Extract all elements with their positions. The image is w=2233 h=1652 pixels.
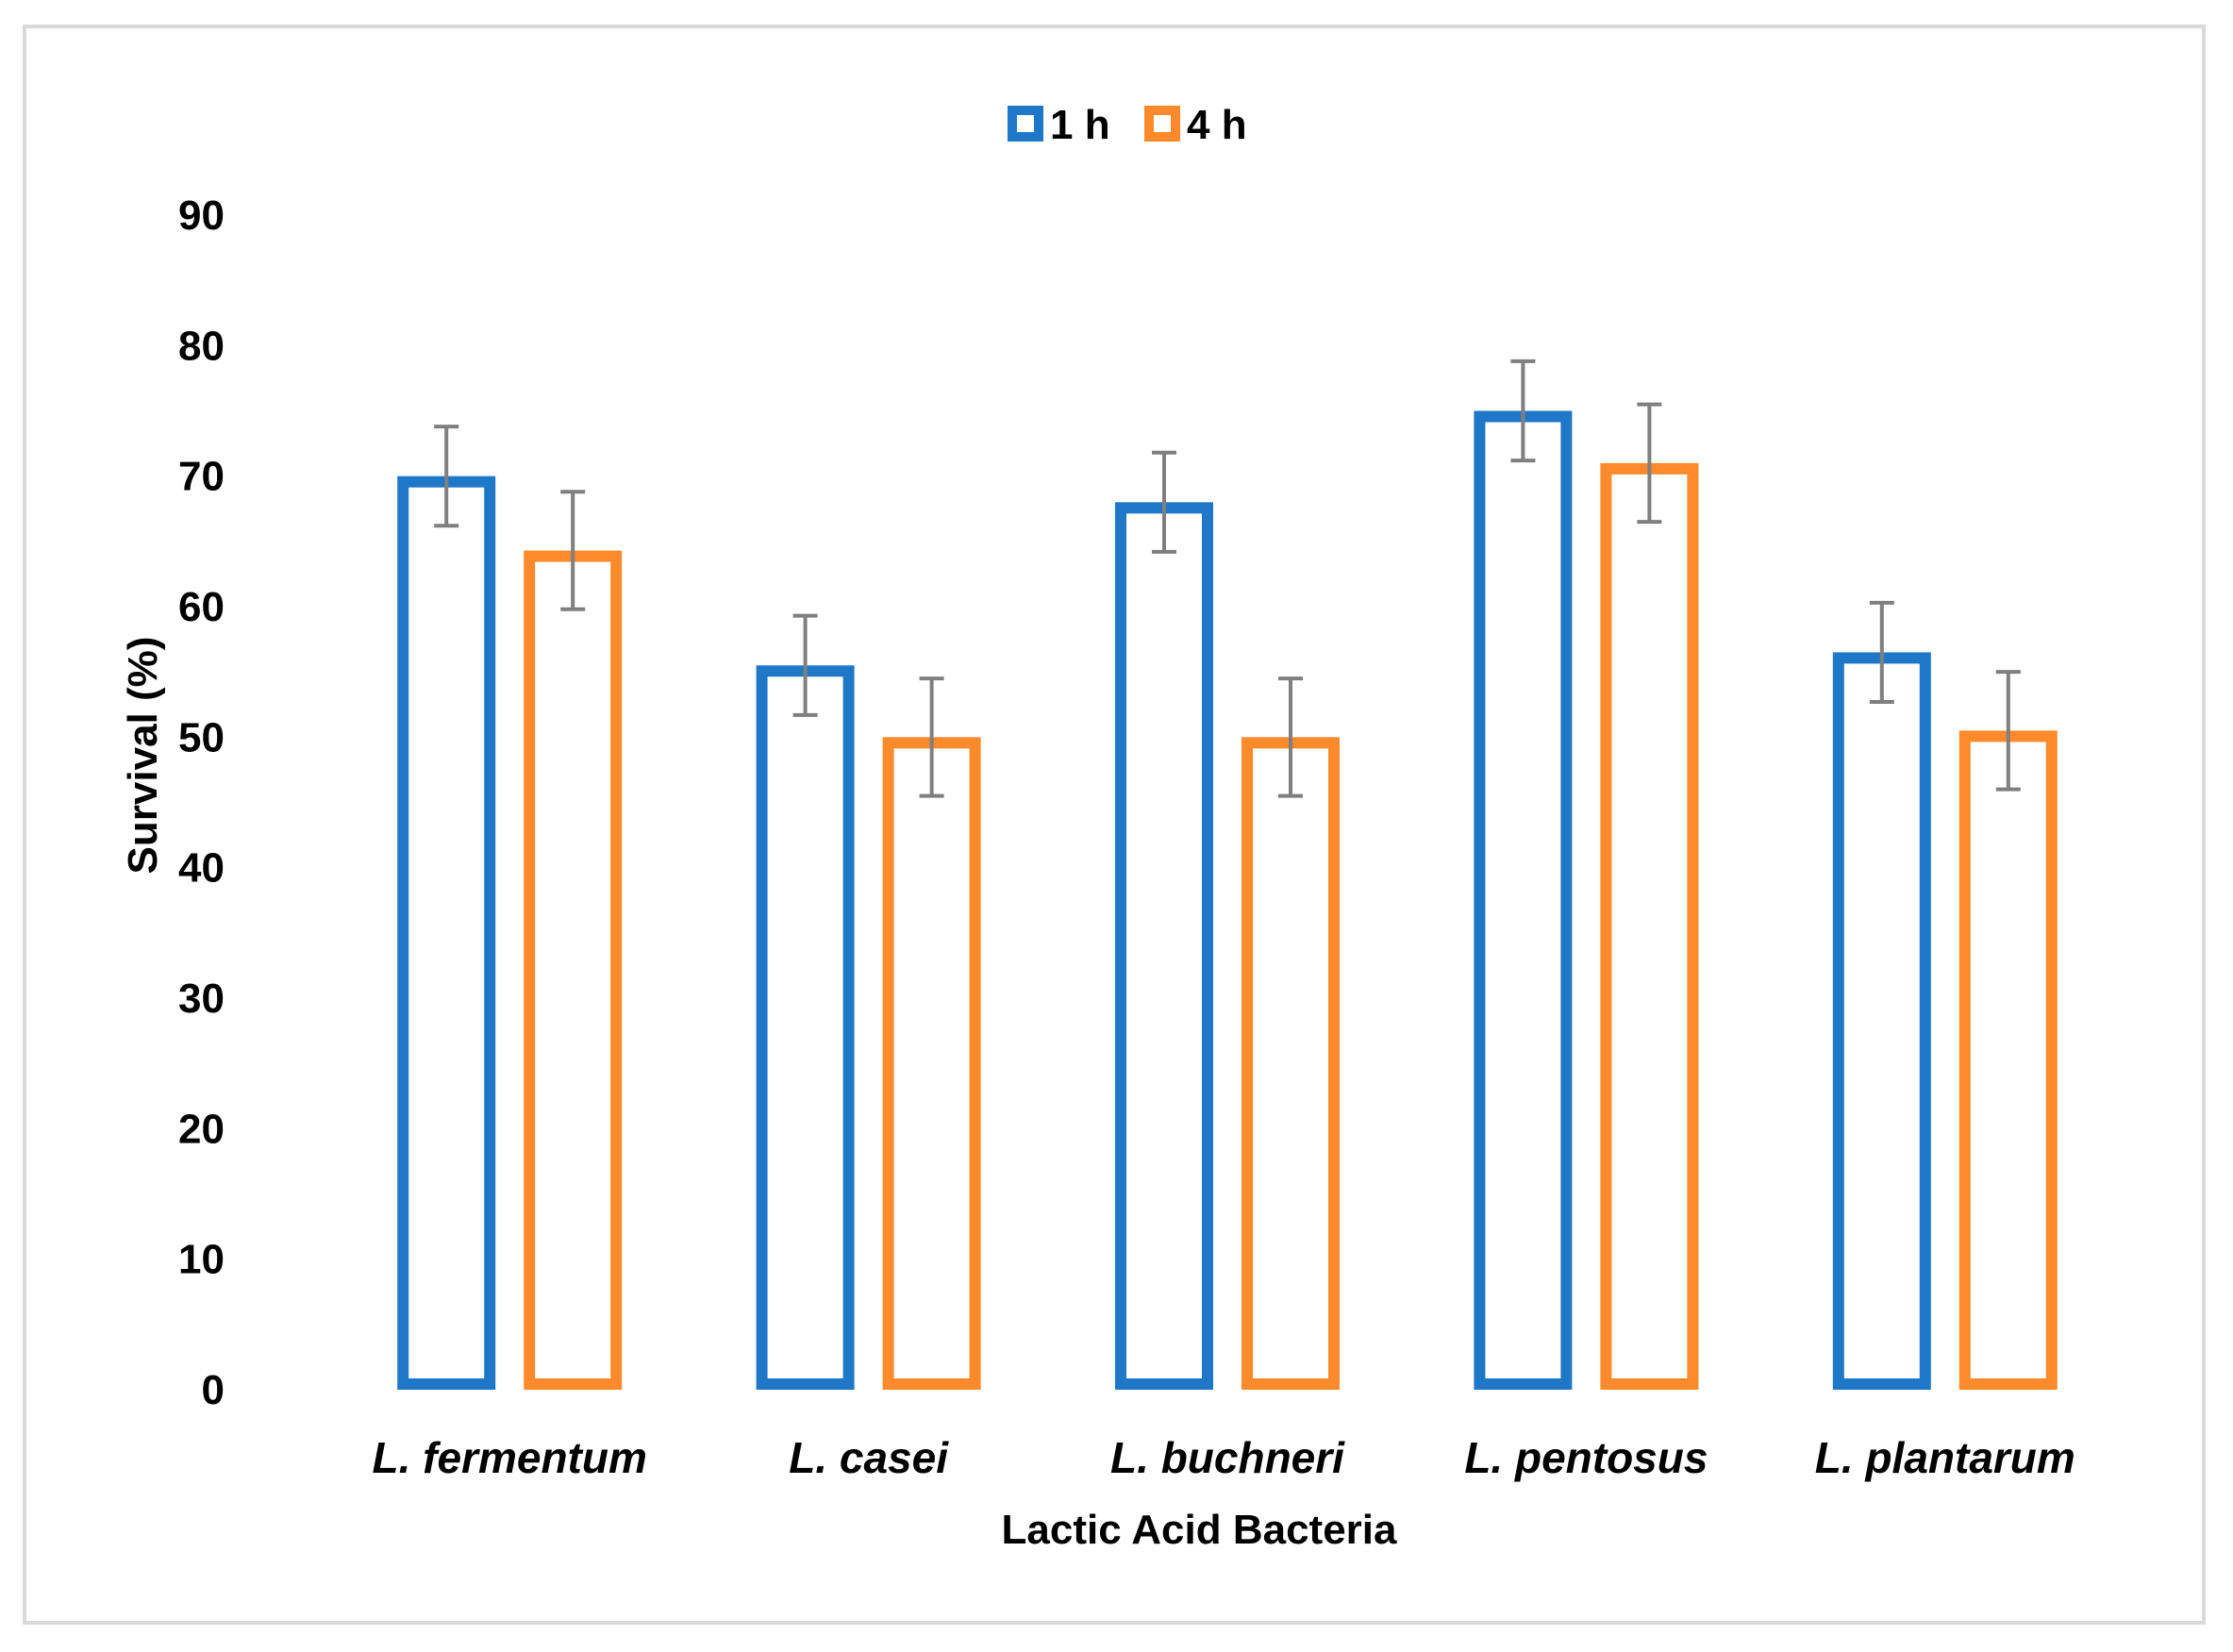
error-bar <box>1995 670 2021 792</box>
y-tick-label: 50 <box>178 714 225 760</box>
bar-1h <box>756 665 855 1390</box>
bar-4h <box>524 550 623 1390</box>
x-axis-category-labels: L. fermentum L. casei L. buchneri L. pentos… <box>373 1433 2075 1482</box>
y-tick-label: 0 <box>202 1367 225 1413</box>
legend-swatch-4h <box>1144 106 1180 142</box>
error-bar <box>1869 600 1894 704</box>
bar-1h <box>1474 410 1573 1390</box>
error-bar <box>919 676 944 798</box>
error-bar <box>792 613 818 717</box>
legend: 1 h 4 h <box>1008 102 1247 148</box>
bar-4h <box>1600 462 1699 1391</box>
y-tick-label: 40 <box>178 845 225 892</box>
x-category-label: L. pentosus <box>1464 1433 1708 1482</box>
bar-1h <box>1115 502 1213 1391</box>
error-bar <box>1637 402 1662 525</box>
error-bar <box>1152 450 1176 554</box>
legend-label: 1 h <box>1050 102 1110 148</box>
error-bar <box>560 490 586 611</box>
error-bar <box>1278 676 1303 798</box>
x-category-label: L. fermentum <box>373 1433 647 1482</box>
bar-4h <box>1241 737 1340 1390</box>
y-axis-title: Survival (%) <box>120 637 166 875</box>
error-bar <box>1510 359 1536 463</box>
y-axis-tick-labels: 0 10 20 30 40 50 60 70 80 90 <box>178 192 225 1413</box>
x-axis-title: Lactic Acid Bacteria <box>1002 1507 1398 1553</box>
legend-swatch-1h <box>1008 106 1043 142</box>
x-category-label: L. buchneri <box>1110 1433 1345 1482</box>
bar-1h <box>1832 652 1931 1390</box>
y-tick-label: 90 <box>178 192 225 239</box>
y-tick-label: 20 <box>178 1106 225 1152</box>
legend-label: 4 h <box>1187 102 1247 148</box>
bars <box>397 410 2058 1391</box>
x-category-label: L. plantarum <box>1815 1433 2075 1482</box>
error-bars <box>434 359 2021 798</box>
bar-4h <box>882 737 981 1390</box>
x-category-label: L. casei <box>789 1433 949 1482</box>
y-tick-label: 70 <box>178 454 225 500</box>
bar-1h <box>397 476 496 1390</box>
bar-4h <box>1958 730 2058 1390</box>
y-tick-label: 10 <box>178 1237 225 1283</box>
error-bar <box>434 425 459 528</box>
y-tick-label: 30 <box>178 976 225 1022</box>
y-tick-label: 80 <box>178 323 225 369</box>
y-tick-label: 60 <box>178 584 225 630</box>
